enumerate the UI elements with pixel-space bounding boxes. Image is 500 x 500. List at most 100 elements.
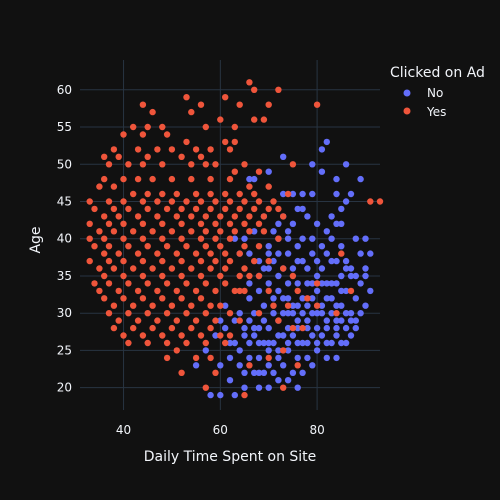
data-point-yes[interactable]: [265, 287, 272, 295]
data-point-yes[interactable]: [202, 243, 209, 250]
data-point-yes[interactable]: [294, 362, 301, 369]
data-point-yes[interactable]: [275, 205, 282, 213]
data-point-no[interactable]: [352, 295, 359, 302]
data-point-yes[interactable]: [163, 243, 171, 250]
data-point-no[interactable]: [294, 257, 301, 265]
data-point-yes[interactable]: [96, 287, 103, 295]
data-point-no[interactable]: [265, 250, 272, 257]
data-point-yes[interactable]: [173, 347, 180, 354]
data-point-yes[interactable]: [183, 198, 190, 205]
data-point-no[interactable]: [309, 280, 316, 287]
data-point-yes[interactable]: [188, 108, 195, 116]
data-point-yes[interactable]: [163, 354, 171, 362]
data-point-no[interactable]: [352, 317, 359, 324]
data-point-yes[interactable]: [125, 339, 132, 347]
data-point-yes[interactable]: [120, 198, 127, 205]
data-point-yes[interactable]: [159, 123, 166, 131]
data-point-yes[interactable]: [197, 257, 205, 265]
data-point-yes[interactable]: [226, 220, 234, 227]
data-point-no[interactable]: [275, 377, 282, 384]
data-point-yes[interactable]: [120, 131, 127, 138]
data-point-yes[interactable]: [159, 235, 166, 242]
data-point-yes[interactable]: [255, 272, 263, 280]
data-point-yes[interactable]: [222, 94, 229, 101]
data-point-yes[interactable]: [241, 198, 248, 205]
data-point-yes[interactable]: [188, 228, 195, 235]
data-point-yes[interactable]: [101, 175, 108, 183]
data-point-no[interactable]: [342, 339, 350, 347]
data-point-no[interactable]: [318, 302, 326, 309]
data-point-yes[interactable]: [178, 220, 185, 227]
data-point-yes[interactable]: [96, 228, 103, 235]
data-point-yes[interactable]: [125, 243, 132, 250]
data-point-no[interactable]: [357, 280, 364, 287]
data-point-yes[interactable]: [120, 220, 127, 227]
data-point-yes[interactable]: [251, 190, 258, 198]
data-point-yes[interactable]: [154, 213, 161, 220]
data-point-yes[interactable]: [110, 146, 118, 153]
data-point-yes[interactable]: [231, 228, 238, 235]
data-point-yes[interactable]: [101, 235, 108, 242]
data-point-no[interactable]: [265, 280, 272, 287]
data-point-yes[interactable]: [197, 101, 205, 108]
data-point-no[interactable]: [289, 265, 297, 272]
data-point-no[interactable]: [207, 391, 214, 399]
data-point-no[interactable]: [328, 213, 335, 220]
data-point-no[interactable]: [342, 257, 350, 265]
data-point-yes[interactable]: [139, 235, 147, 242]
data-point-yes[interactable]: [134, 287, 142, 295]
data-point-yes[interactable]: [251, 86, 258, 94]
data-point-no[interactable]: [294, 354, 301, 362]
data-point-no[interactable]: [333, 175, 340, 183]
data-point-no[interactable]: [284, 310, 292, 317]
data-point-yes[interactable]: [270, 302, 277, 309]
data-point-yes[interactable]: [188, 175, 195, 183]
data-point-yes[interactable]: [212, 161, 219, 168]
data-point-yes[interactable]: [188, 161, 195, 168]
data-point-yes[interactable]: [139, 161, 147, 168]
data-point-no[interactable]: [294, 302, 301, 309]
data-point-yes[interactable]: [217, 228, 224, 235]
data-point-yes[interactable]: [120, 272, 127, 280]
data-point-no[interactable]: [338, 302, 345, 309]
data-point-yes[interactable]: [163, 280, 171, 287]
data-point-no[interactable]: [304, 339, 311, 347]
data-point-yes[interactable]: [236, 272, 243, 280]
data-point-no[interactable]: [226, 354, 234, 362]
data-point-no[interactable]: [362, 272, 369, 280]
data-point-yes[interactable]: [130, 190, 137, 198]
data-point-yes[interactable]: [251, 257, 258, 265]
data-point-yes[interactable]: [173, 213, 180, 220]
data-point-no[interactable]: [338, 220, 345, 227]
data-point-yes[interactable]: [284, 190, 292, 198]
data-point-no[interactable]: [284, 250, 292, 257]
data-point-yes[interactable]: [105, 310, 113, 317]
data-point-yes[interactable]: [188, 302, 195, 309]
data-point-no[interactable]: [284, 377, 292, 384]
data-point-no[interactable]: [309, 332, 316, 339]
data-point-yes[interactable]: [246, 79, 253, 86]
data-point-yes[interactable]: [226, 175, 234, 183]
data-point-yes[interactable]: [207, 265, 214, 272]
data-point-yes[interactable]: [134, 146, 142, 153]
data-point-yes[interactable]: [217, 243, 224, 250]
data-point-no[interactable]: [280, 153, 287, 160]
data-point-yes[interactable]: [183, 280, 190, 287]
data-point-no[interactable]: [280, 190, 287, 198]
data-point-yes[interactable]: [280, 265, 287, 272]
data-point-yes[interactable]: [125, 205, 132, 213]
data-point-yes[interactable]: [154, 146, 161, 153]
data-point-no[interactable]: [299, 295, 306, 302]
data-point-yes[interactable]: [178, 235, 185, 242]
data-point-yes[interactable]: [226, 310, 234, 317]
data-point-no[interactable]: [309, 235, 316, 242]
data-point-no[interactable]: [226, 377, 234, 384]
data-point-no[interactable]: [333, 190, 340, 198]
data-point-no[interactable]: [270, 295, 277, 302]
data-point-yes[interactable]: [241, 161, 248, 168]
data-point-no[interactable]: [294, 324, 301, 332]
data-point-yes[interactable]: [154, 198, 161, 205]
data-point-yes[interactable]: [246, 213, 253, 220]
data-point-no[interactable]: [323, 324, 330, 332]
data-point-yes[interactable]: [226, 235, 234, 242]
